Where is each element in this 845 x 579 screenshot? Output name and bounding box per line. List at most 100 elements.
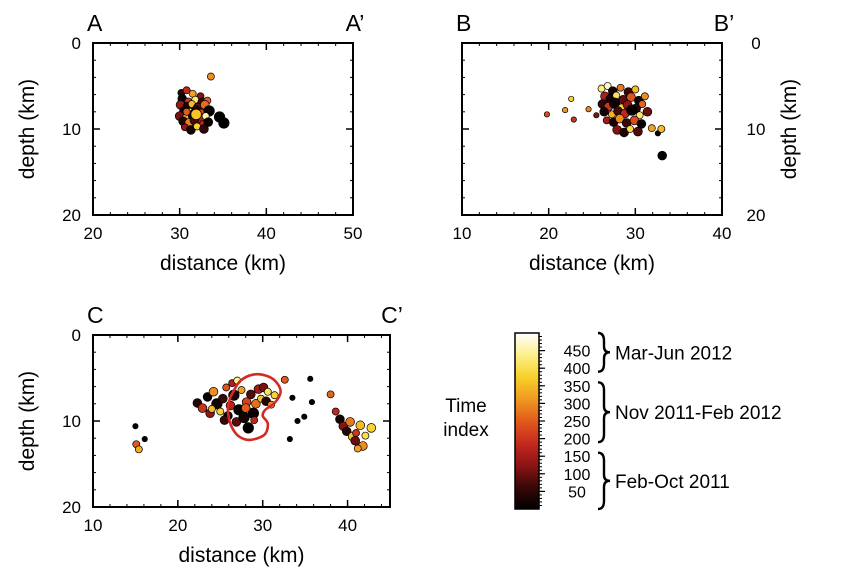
earthquake-point [657,150,667,161]
earthquake-point [141,436,148,443]
y-tick-label: 10 [62,412,81,431]
x-tick-label: 30 [626,224,645,243]
earthquake-point [331,407,340,416]
period-label: Nov 2011-Feb 2012 [615,403,782,424]
colorbar-tick-label: 450 [564,344,591,361]
earthquake-point [251,399,261,409]
earthquake-point [182,107,191,116]
period-brace [597,381,611,444]
x-tick-label: 40 [257,224,276,243]
cluster-outline [226,372,282,442]
earthquake-point [568,95,575,102]
earthquake-point [294,417,301,425]
profile-end-label: B’ [714,10,734,36]
earthquake-point [263,387,272,396]
x-tick-label: 50 [344,224,363,243]
earthquake-point [301,413,308,420]
colorbar-tick-label: 200 [564,432,591,449]
earthquake-point [199,124,209,134]
earthquake-point [633,126,643,137]
plot-frame [461,42,723,216]
earthquake-point [603,82,612,90]
earthquake-point [350,436,360,446]
earthquake-point [240,403,251,413]
earthquake-point [202,392,213,402]
earthquake-point [341,426,352,437]
earthquake-point [132,423,139,430]
earthquake-point [626,104,638,116]
profile-start-label: A [87,10,103,36]
x-axis-label: distance (km) [160,252,286,275]
earthquake-point [616,83,625,92]
earthquake-point [250,416,259,425]
profile-start-label: B [456,10,471,36]
x-tick-label: 40 [713,224,732,243]
earthquake-point [134,445,143,454]
earthquake-point [353,444,362,453]
x-tick-label: 40 [338,516,357,535]
colorbar-tick-label: 300 [564,396,591,413]
earthquake-point [238,411,250,424]
earthquake-point [585,106,592,113]
earthquake-point [355,420,366,431]
y-axis-label: depth (km) [16,371,39,471]
earthquake-point [246,389,256,400]
colorbar-tick-label: 250 [564,414,591,431]
y-axis-label: depth (km) [778,79,801,179]
earthquake-point [345,417,355,427]
earthquake-point [562,107,569,114]
colorbar-tick-label: 350 [564,379,591,396]
earthquake-point [636,119,647,129]
earthquake-point [626,92,636,102]
earthquake-point [218,393,228,404]
y-tick-label: 0 [72,34,81,53]
earthquake-point [593,112,600,119]
legend-title-line1: Time [445,396,487,417]
y-tick-label: 0 [72,326,81,345]
y-tick-label: 20 [747,206,766,225]
panel-a: 20 30 40 50 0 10 20 distance (km) depth (km) A A’ [16,10,364,275]
y-tick-label: 0 [751,34,760,53]
y-tick-label: 20 [62,206,81,225]
earthquake-point [207,405,216,413]
earthquake-point [626,125,635,133]
earthquake-point [614,113,625,124]
colorbar-tick-label: 100 [564,467,591,484]
earthquake-point [197,403,208,413]
period-label: Feb-Oct 2011 [615,472,730,493]
colorbar-tick-label: 400 [564,361,591,378]
panel-b: 10 20 30 40 0 10 20 distance (km) depth (km) B B’ [453,10,801,275]
earthquake-point [218,117,230,129]
earthquake-point [222,383,231,392]
earthquake-point [286,436,293,443]
earthquake-point [647,124,656,133]
earthquake-point [326,390,335,399]
earthquake-point [635,111,644,120]
earthquake-point [206,72,215,81]
x-axis-label: distance (km) [178,544,304,567]
earthquake-point [570,116,577,123]
x-tick-label: 20 [539,224,558,243]
legend-title-line2: index [443,420,489,441]
period-label: Mar-Jun 2012 [615,343,732,364]
earthquake-point [640,92,649,101]
earthquake-point [237,386,246,394]
x-tick-label: 30 [253,516,272,535]
earthquake-point [631,85,640,94]
y-tick-label: 20 [62,498,81,517]
period-brace [597,331,611,373]
earthquake-point [543,111,550,118]
earthquake-point [203,117,214,127]
earthquake-point [190,108,202,120]
earthquake-point [182,86,191,95]
earthquake-point [208,387,219,397]
period-brace [597,451,611,511]
earthquake-point [352,429,360,437]
earthquake-point [657,125,666,133]
earthquake-point [216,407,225,416]
profile-start-label: C [87,302,104,328]
colorbar [514,332,540,510]
